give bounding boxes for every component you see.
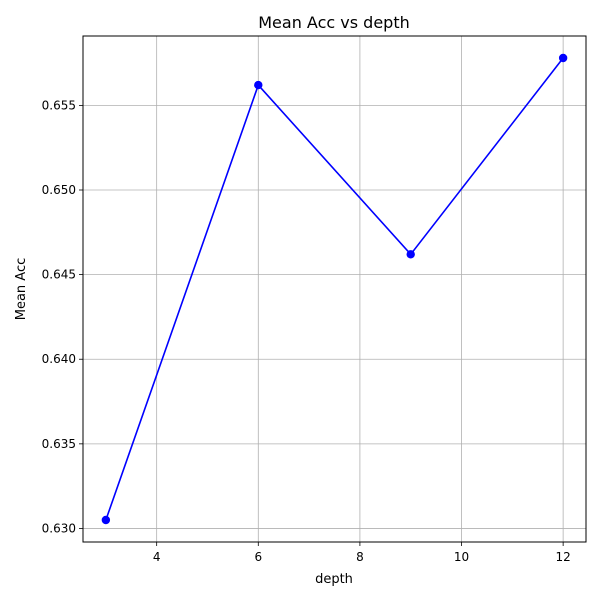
x-axis: 4 6 8 10 12 (153, 542, 571, 564)
chart-title: Mean Acc vs depth (258, 13, 409, 32)
data-point (254, 80, 263, 90)
y-tick-label: 0.645 (42, 268, 76, 282)
data-point (101, 515, 111, 525)
series-layer (101, 53, 568, 525)
x-axis-label: depth (315, 572, 353, 587)
y-tick-label: 0.635 (42, 437, 76, 451)
data-point (558, 53, 568, 63)
x-tick-label: 4 (153, 550, 161, 564)
x-tick-label: 10 (454, 550, 469, 564)
y-tick-label: 0.640 (42, 352, 76, 366)
y-axis-label: Mean Acc (14, 258, 29, 321)
x-tick-label: 8 (356, 550, 364, 564)
x-tick-label: 6 (254, 550, 262, 564)
data-point (406, 250, 415, 259)
grid (83, 36, 586, 542)
y-tick-label: 0.650 (42, 183, 76, 197)
y-tick-label: 0.655 (42, 98, 76, 112)
plot-frame (82, 35, 587, 543)
x-tick-label: 12 (555, 550, 570, 564)
y-axis: 0.630 0.635 0.640 0.645 0.650 0.655 (42, 98, 83, 535)
series-line (105, 57, 564, 521)
y-tick-label: 0.630 (42, 521, 76, 535)
